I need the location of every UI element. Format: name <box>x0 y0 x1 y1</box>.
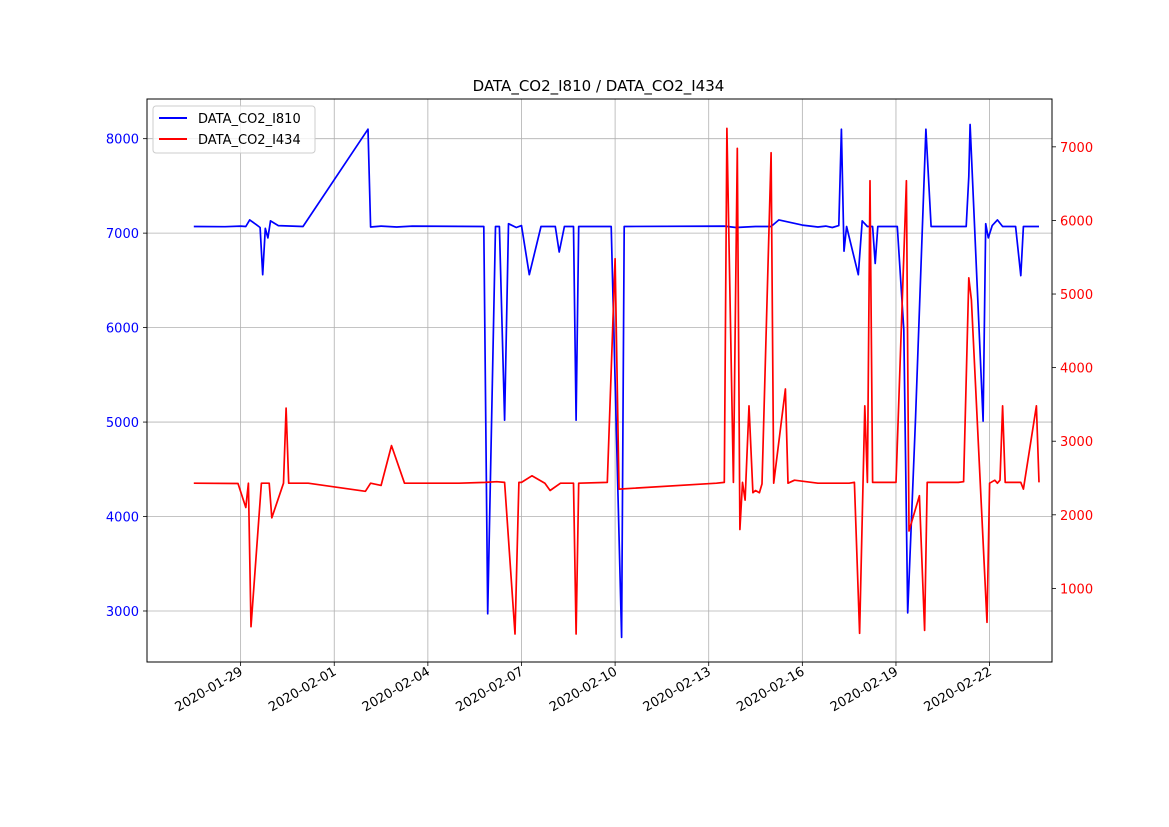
y-right-tick-label: 3000 <box>1060 435 1093 450</box>
y-left-tick-label: 4000 <box>106 511 139 526</box>
series-lines <box>193 123 1040 639</box>
y-left-tick-label: 3000 <box>106 605 139 620</box>
y-right-tick-label: 4000 <box>1060 362 1093 377</box>
y-right-tick-label: 6000 <box>1060 214 1093 229</box>
y-left-tick-label: 5000 <box>106 416 139 431</box>
legend-label-i810: DATA_CO2_I810 <box>198 112 301 127</box>
y-right-tick-label: 5000 <box>1060 288 1093 303</box>
y-right-tick-label: 7000 <box>1060 141 1093 156</box>
grid-lines <box>147 99 1052 662</box>
legend-label-i434: DATA_CO2_I434 <box>198 133 301 148</box>
y-left-tick-label: 6000 <box>106 322 139 337</box>
y-right-tick-label: 2000 <box>1060 509 1093 524</box>
y-axis-left: 3000 4000 5000 6000 7000 8000 <box>106 133 147 620</box>
y-right-tick-label: 1000 <box>1060 582 1093 597</box>
y-axis-right: 1000 2000 3000 4000 5000 6000 7000 <box>1052 141 1093 597</box>
plot-frame <box>146 98 1053 663</box>
series-line-data-co2-i434 <box>193 127 1040 635</box>
legend: DATA_CO2_I810 DATA_CO2_I434 <box>152 105 316 154</box>
chart-title: DATA_CO2_I810 / DATA_CO2_I434 <box>473 77 725 96</box>
legend-box <box>152 105 316 154</box>
series-line-data-co2-i810 <box>193 123 1039 639</box>
y-left-tick-label: 8000 <box>106 133 139 148</box>
y-left-tick-label: 7000 <box>106 227 139 242</box>
